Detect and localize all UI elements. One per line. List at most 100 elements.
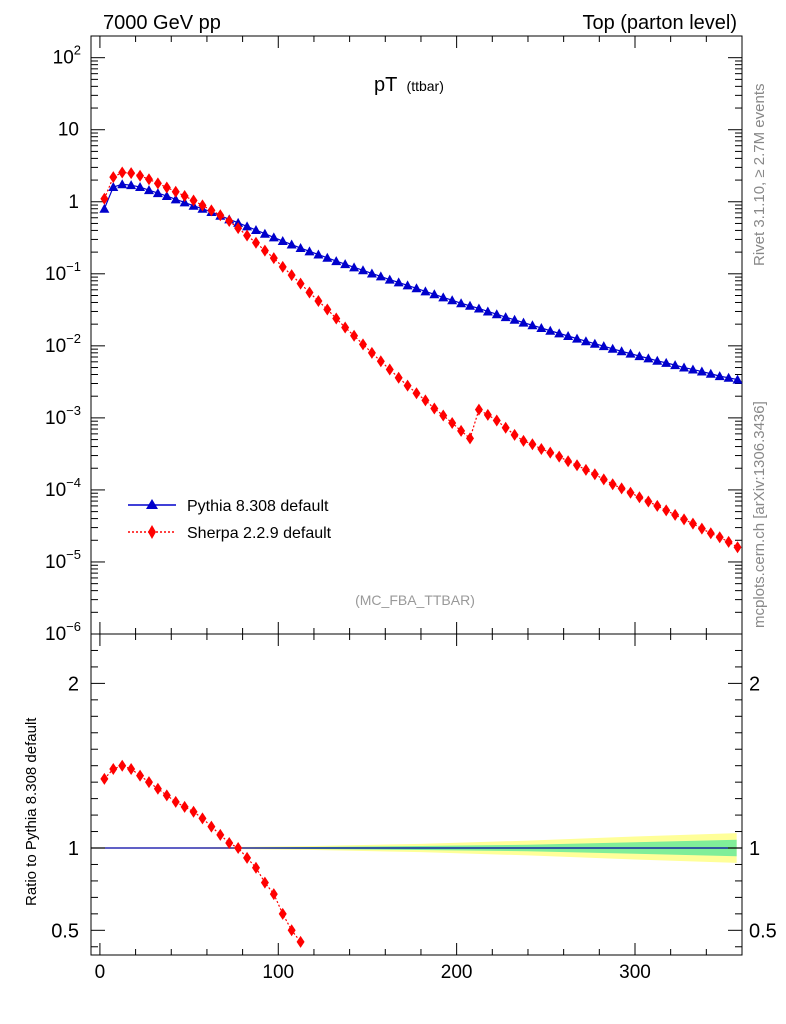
sherpa-point: [510, 428, 519, 441]
sherpa-point: [492, 414, 501, 427]
legend: Pythia 8.308 default Sherpa 2.2.9 defaul…: [128, 498, 332, 542]
legend-label-pythia: Pythia 8.308 default: [187, 498, 329, 515]
sherpa-point: [537, 442, 546, 455]
y-tick-label-ratio-right: 2: [749, 673, 760, 695]
sherpa-point: [100, 192, 109, 205]
y-tick-label-ratio: 0.5: [51, 920, 79, 942]
plot-title-main: pT: [374, 74, 397, 96]
x-tick-label: 200: [441, 962, 473, 983]
ratio-sherpa-point: [144, 776, 153, 789]
pythia-point: [304, 246, 315, 256]
sherpa-point: [528, 438, 537, 451]
sherpa-point: [608, 478, 617, 491]
pythia-point: [625, 348, 636, 358]
sherpa-point: [519, 434, 528, 447]
pythia-point: [268, 232, 279, 242]
sherpa-point: [216, 209, 225, 222]
y-tick-label-main: 10−2: [45, 331, 81, 357]
sherpa-point: [403, 379, 412, 392]
ratio-sherpa-point: [278, 907, 287, 920]
pythia-point: [170, 194, 181, 204]
pythia-point: [411, 283, 422, 293]
analysis-label: (MC_FBA_TTBAR): [355, 592, 475, 608]
sherpa-point: [457, 424, 466, 437]
ratio-sherpa-point: [162, 789, 171, 802]
ratio-sherpa-point: [136, 769, 145, 782]
pythia-point: [714, 371, 725, 381]
pythia-point: [509, 314, 520, 324]
ratio-sherpa-point: [189, 805, 198, 818]
pythia-point: [242, 221, 253, 231]
pythia-point: [384, 274, 395, 284]
pythia-point: [491, 309, 502, 319]
sherpa-point: [269, 252, 278, 265]
sherpa-point: [260, 244, 269, 257]
legend-marker-sherpa: [148, 525, 156, 539]
sherpa-point: [251, 236, 260, 249]
pythia-point: [679, 362, 690, 372]
pythia-point: [500, 312, 511, 322]
pythia-point: [295, 243, 306, 253]
main-plot-frame: [90, 35, 743, 635]
pythia-point: [250, 225, 261, 235]
ratio-sherpa-point: [180, 800, 189, 813]
sherpa-point: [671, 508, 680, 521]
pythia-point: [429, 289, 440, 299]
sherpa-point: [153, 177, 162, 190]
pythia-point: [402, 280, 413, 290]
ratio-sherpa-point: [153, 782, 162, 795]
sherpa-point: [617, 482, 626, 495]
pythia-point: [554, 328, 565, 338]
sherpa-point: [653, 499, 662, 512]
pythia-point: [420, 286, 431, 296]
ratio-sherpa-point: [296, 935, 305, 948]
sherpa-point: [136, 169, 145, 182]
ratio-sherpa-point: [207, 820, 216, 833]
sherpa-point: [546, 446, 555, 459]
pythia-point: [634, 351, 645, 361]
y-tick-label-main: 10−5: [45, 547, 81, 573]
sherpa-point: [564, 455, 573, 468]
sherpa-point: [555, 450, 564, 463]
ratio-sherpa-point: [225, 837, 234, 850]
y-tick-label-main: 10−3: [45, 403, 81, 429]
pythia-point: [473, 303, 484, 313]
legend-label-sherpa: Sherpa 2.2.9 default: [187, 525, 332, 542]
ratio-sherpa-point: [109, 762, 118, 775]
ratio-ylabel: Ratio to Pythia 8.308 default: [23, 717, 40, 906]
pythia-point: [616, 346, 627, 356]
sherpa-point: [358, 338, 367, 351]
sherpa-point: [189, 194, 198, 207]
pythia-point: [482, 306, 493, 316]
sherpa-point: [162, 181, 171, 194]
y-tick-label-main: 10−4: [45, 475, 81, 501]
pythia-point: [349, 262, 360, 272]
ratio-sherpa-line: [103, 765, 302, 943]
sherpa-point: [171, 185, 180, 198]
pythia-point: [518, 317, 529, 327]
pythia-point: [687, 364, 698, 374]
ratio-sherpa-point: [269, 888, 278, 901]
sherpa-point: [501, 421, 510, 434]
sherpa-point: [635, 491, 644, 504]
pythia-point: [572, 333, 583, 343]
sherpa-point: [680, 513, 689, 526]
pythia-point: [366, 268, 377, 278]
pythia-point: [357, 265, 368, 275]
pythia-point: [277, 236, 288, 246]
ratio-sherpa-point: [243, 851, 252, 864]
y-tick-label-ratio-right: 0.5: [749, 920, 777, 942]
sherpa-point: [706, 527, 715, 540]
pythia-point: [447, 295, 458, 305]
pythia-point: [580, 336, 591, 346]
pythia-point: [723, 372, 734, 382]
pythia-point: [536, 322, 547, 332]
legend-marker-pythia: [146, 499, 158, 509]
ratio-sherpa-point: [251, 861, 260, 874]
pythia-point: [117, 179, 128, 189]
sherpa-point: [127, 167, 136, 180]
pythia-point: [438, 292, 449, 302]
pythia-point: [563, 330, 574, 340]
y-tick-label-main: 10: [58, 120, 79, 141]
sherpa-point: [118, 166, 127, 179]
